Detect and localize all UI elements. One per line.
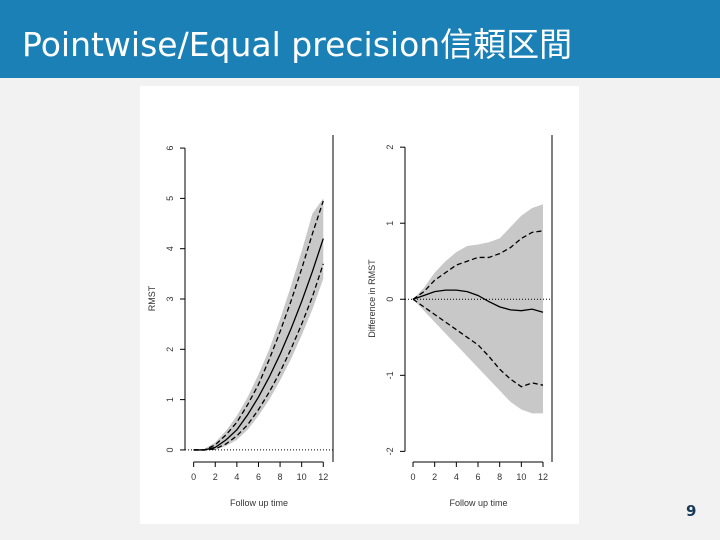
y-tick-label: 2 <box>165 347 175 352</box>
confidence-band <box>193 198 324 450</box>
x-tick-label: 4 <box>234 472 239 482</box>
header-bar: Pointwise/Equal precision信頼区間 <box>0 0 720 78</box>
x-tick-label: 6 <box>476 472 481 482</box>
y-tick-label: 1 <box>385 221 395 226</box>
x-tick-label: 6 <box>256 472 261 482</box>
y-tick-label: 3 <box>165 296 175 301</box>
upper-limit-line <box>412 230 544 300</box>
slide-title: Pointwise/Equal precision信頼区間 <box>22 25 573 64</box>
y-tick-label: 4 <box>165 246 175 251</box>
x-tick-label: 12 <box>538 472 548 482</box>
x-tick-label: 4 <box>454 472 459 482</box>
page-number: 9 <box>686 502 697 520</box>
y-tick-label: 0 <box>385 297 395 302</box>
estimate-line <box>193 238 324 451</box>
y-tick-label: -1 <box>385 371 395 379</box>
y-tick-label: 2 <box>385 145 395 150</box>
lower-limit-line <box>193 263 324 451</box>
x-tick-label: 2 <box>213 472 218 482</box>
y-tick-label: 1 <box>165 397 175 402</box>
x-tick-label: 2 <box>432 472 437 482</box>
x-tick-label: 0 <box>411 472 416 482</box>
figure-panel: 0 2 4 6 8 10 12 0 1 2 3 4 5 6 Follow up time RMST 0 2 4 6 8 1… <box>140 86 579 524</box>
y-axis-label: Difference in RMST <box>367 259 377 338</box>
lower-limit-line <box>412 298 544 388</box>
x-tick-label: 0 <box>191 472 196 482</box>
x-tick-label: 12 <box>318 472 328 482</box>
y-axis-label: RMST <box>147 285 157 311</box>
x-tick-label: 8 <box>278 472 283 482</box>
x-tick-label: 10 <box>297 472 307 482</box>
y-tick-label: -2 <box>385 447 395 455</box>
x-axis-label: Follow up time <box>230 498 288 508</box>
y-tick-label: 6 <box>165 146 175 151</box>
x-tick-label: 8 <box>497 472 502 482</box>
estimate-line <box>412 289 544 313</box>
y-tick-label: 0 <box>165 447 175 452</box>
upper-limit-line <box>193 200 324 451</box>
y-tick-label: 5 <box>165 196 175 201</box>
x-axis-label: Follow up time <box>449 498 507 508</box>
x-tick-label: 10 <box>516 472 526 482</box>
confidence-band <box>413 204 544 414</box>
